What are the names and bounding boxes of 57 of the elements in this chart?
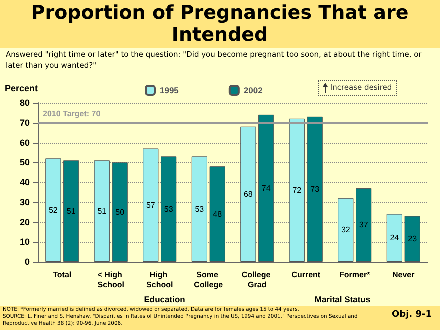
x-tick-label: College Grad [242,270,273,290]
x-tick-label: Never [392,270,415,280]
data-label: 73 [310,184,320,194]
data-label: 32 [341,226,351,235]
bar [210,166,226,262]
chart-title: Proportion of Pregnancies That are Intended [0,0,440,48]
data-label: 72 [292,186,302,195]
data-label: 24 [390,234,400,243]
data-label: 53 [195,204,205,214]
y-tick-label: 0 [24,257,30,267]
data-label: 50 [116,208,126,217]
bar [356,188,372,262]
y-tick-label: 70 [20,118,30,128]
data-label: 51 [66,206,76,216]
bar [64,160,80,262]
bar [404,216,420,262]
data-label: 74 [262,184,272,193]
y-axis-title: Percent [4,84,38,94]
x-tick-label: Total [53,270,72,280]
data-label: 23 [408,234,418,244]
legend-label: 1995 [160,86,180,96]
text: Education [144,294,186,304]
y-tick-label: 10 [20,237,30,248]
y-tick-label: 60 [20,138,30,148]
y-tick-label: 80 [20,98,30,108]
bar [338,198,354,262]
y-tick-label: 40 [20,178,30,188]
bar [161,156,177,262]
ref-line-label: 2010 Target: 70 [43,109,102,118]
bar [386,214,402,262]
bar [192,156,208,262]
bar [289,118,305,262]
bar [112,162,128,262]
bar [143,148,159,262]
data-label: 51 [98,206,108,216]
y-tick-label: 50 [20,158,30,168]
data-label: 57 [146,200,156,210]
x-tick-label: Current [292,270,321,280]
x-tick-label: High School [146,270,174,290]
bar [240,126,256,262]
bar [94,160,110,262]
data-label: 48 [213,210,223,219]
text: Marital Status [314,294,371,304]
bar [307,116,323,262]
bar [46,158,62,262]
legend-label: 2002 [244,86,264,96]
y-tick-label: 30 [20,197,30,208]
text: Obj. 9-1 [392,310,432,320]
x-tick-label: Some College [194,270,224,290]
data-label: 52 [48,206,58,215]
data-label: 37 [359,220,369,230]
x-tick-label: Former* [340,270,372,280]
bar [258,114,274,262]
data-label: 68 [244,190,254,199]
x-tick-label: < High School [98,270,125,290]
data-label: 53 [164,204,174,214]
y-tick-label: 20 [20,217,30,228]
